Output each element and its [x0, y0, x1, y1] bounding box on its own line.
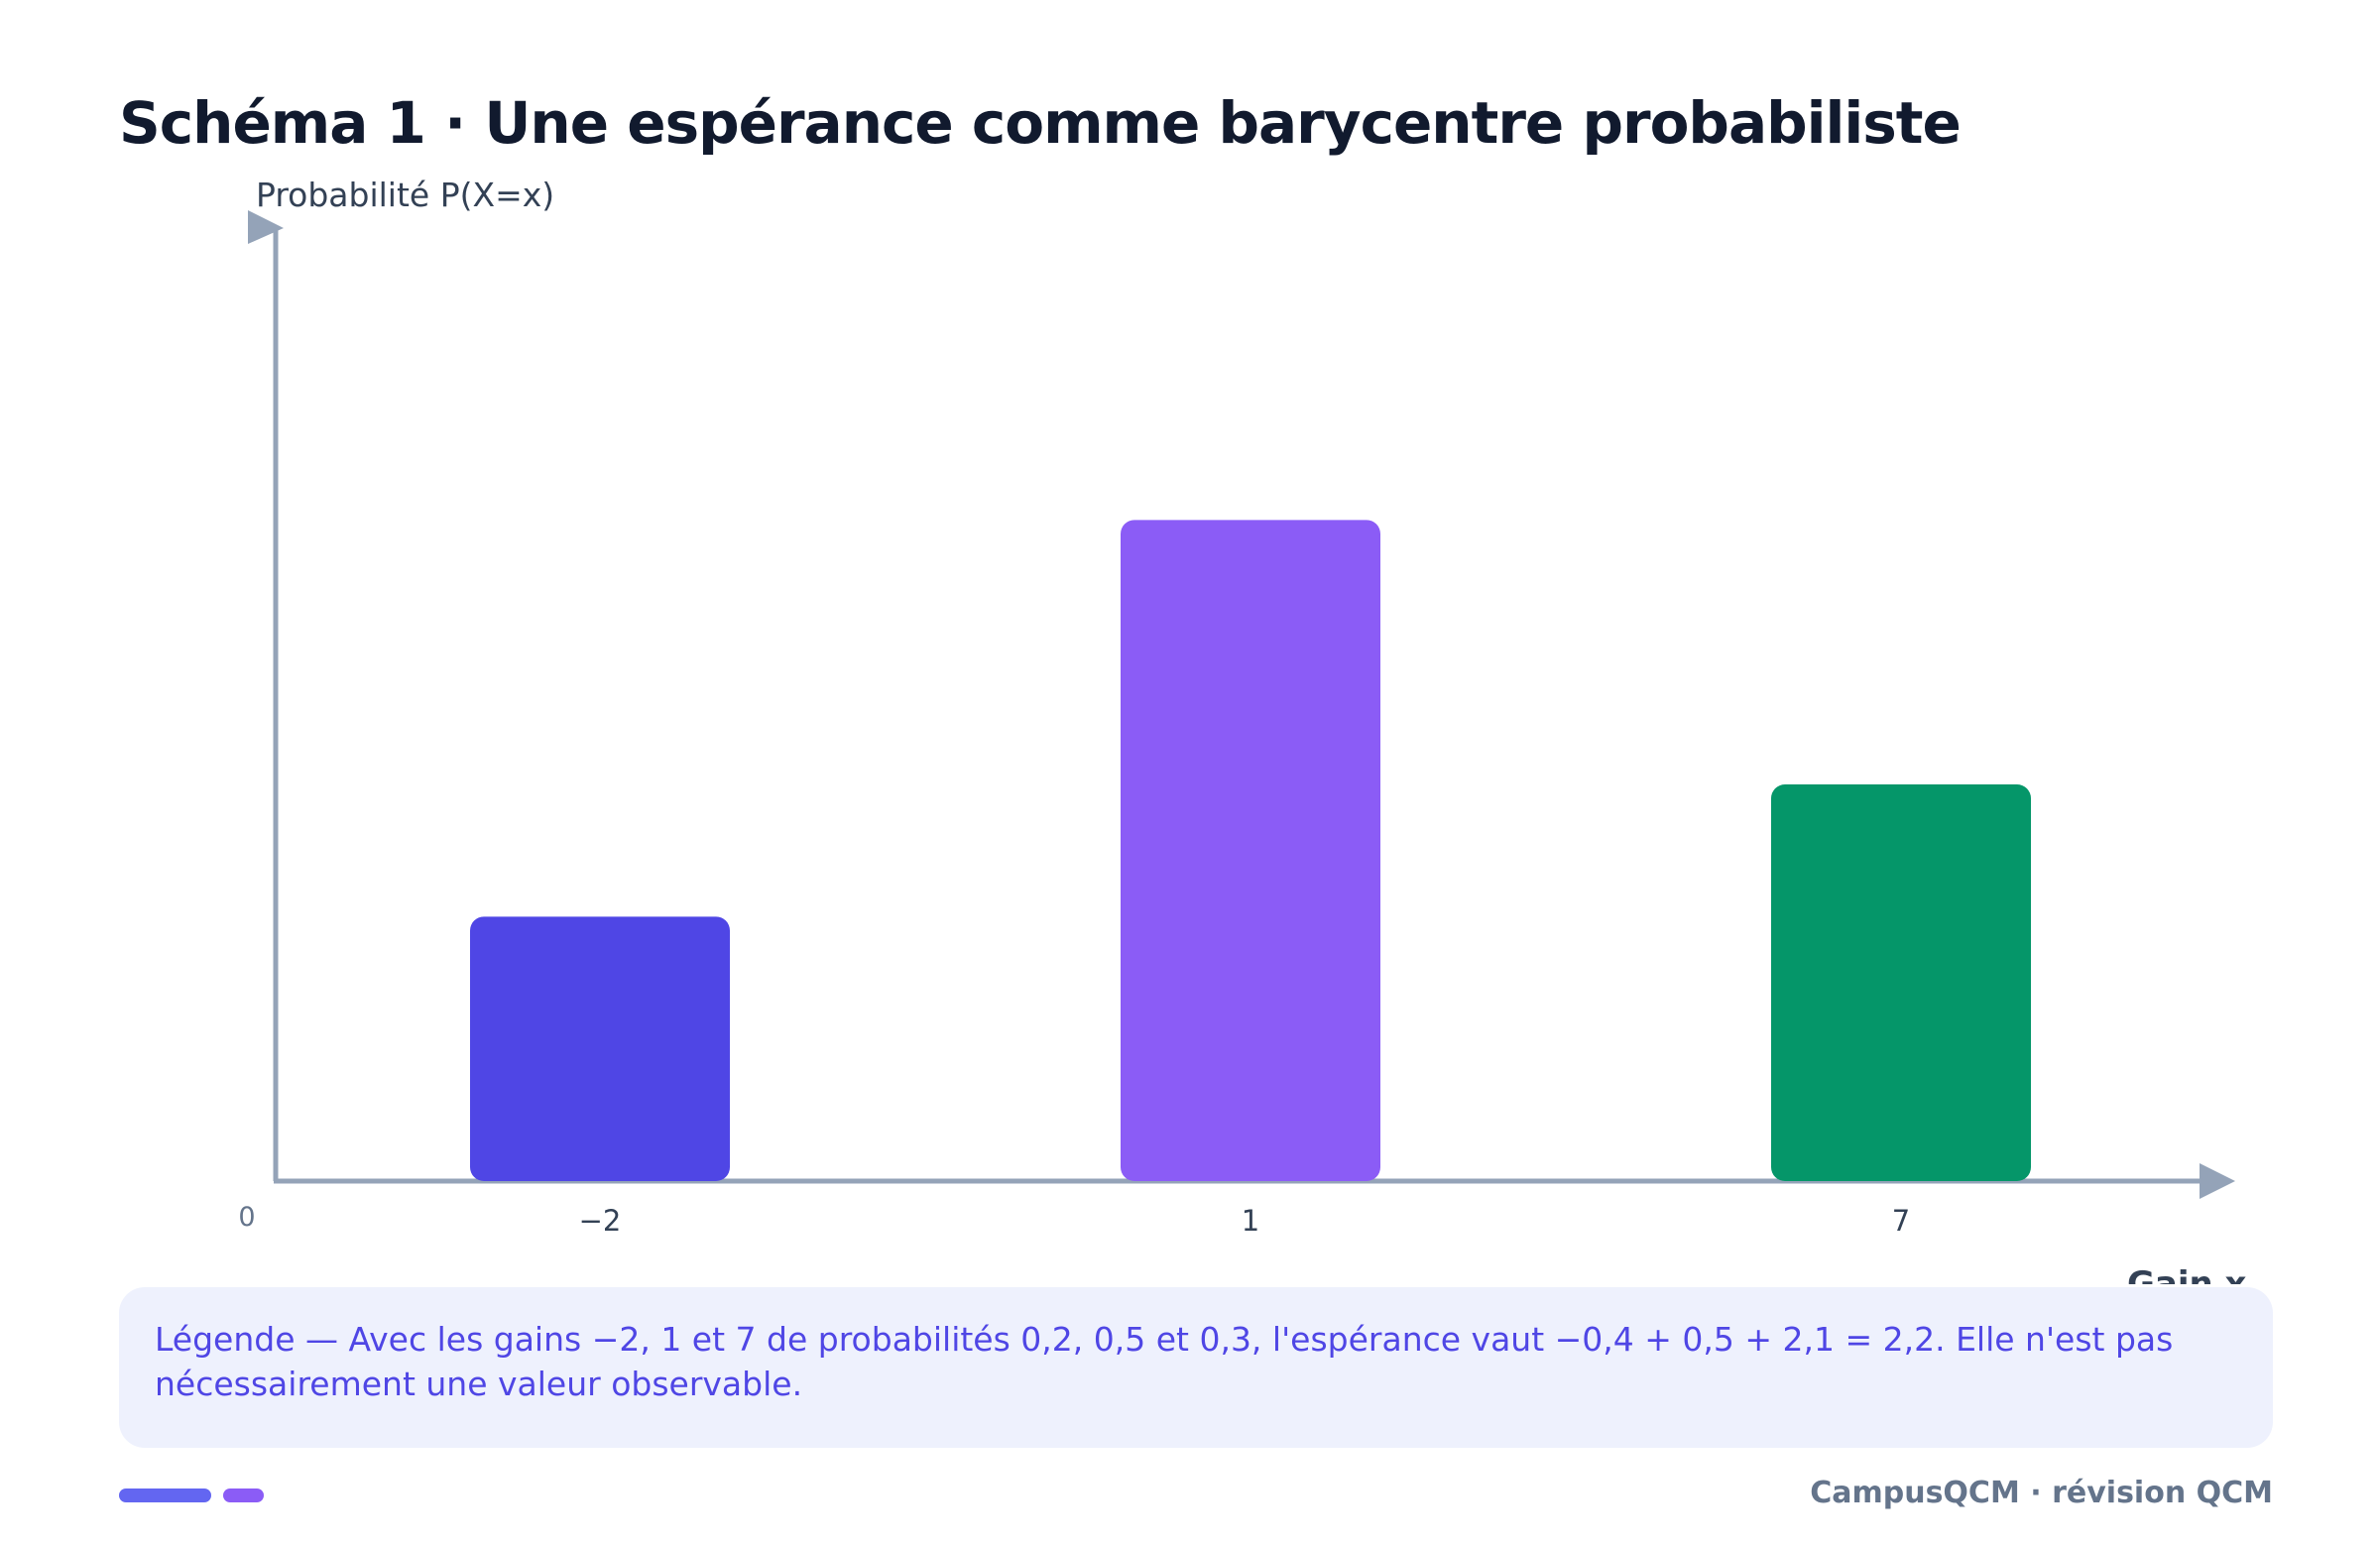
x-tick-label-2: 1: [1242, 1204, 1259, 1238]
footer-accent-bar-1: [119, 1488, 211, 1502]
legend-caption: Légende — Avec les gains −2, 1 et 7 de p…: [119, 1287, 2273, 1448]
x-tick-label-3: 7: [1892, 1204, 1910, 1238]
bar-chart: Probabilité P(X=x) Gain x 0 −2 1 7: [238, 176, 2247, 1284]
footer-accent-bar-2: [223, 1488, 264, 1502]
x-tick-label-1: −2: [579, 1204, 622, 1238]
x-axis-arrow: [2200, 1163, 2235, 1199]
origin-label: 0: [238, 1202, 255, 1233]
bar-1: [470, 916, 730, 1181]
x-axis-label: Gain x: [2127, 1264, 2247, 1284]
y-axis-label: Probabilité P(X=x): [256, 176, 554, 214]
chart-title: Schéma 1 · Une espérance comme barycentr…: [119, 89, 1962, 157]
bar-3: [1771, 784, 2031, 1181]
footer-brand: CampusQCM · révision QCM: [1810, 1476, 2273, 1510]
bar-2: [1121, 520, 1380, 1181]
y-axis-arrow: [248, 210, 284, 244]
